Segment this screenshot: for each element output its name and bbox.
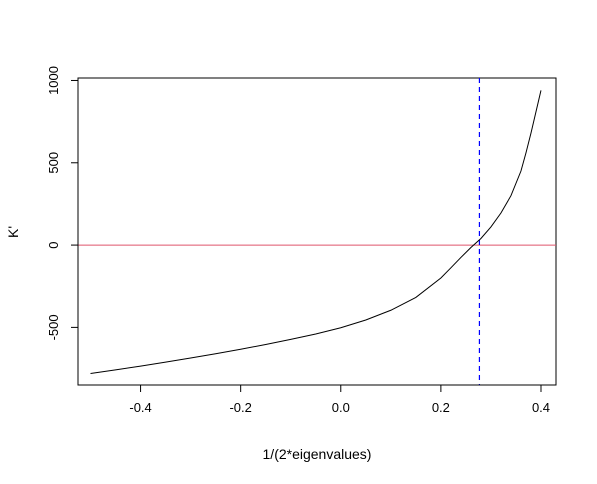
y-tick-label: -500 [46, 314, 61, 340]
y-axis-label: K' [5, 226, 21, 238]
x-tick-label: 0.0 [332, 400, 350, 415]
plot-frame [77, 77, 557, 386]
x-tick-label: 0.2 [432, 400, 450, 415]
y-tick-label: 0 [46, 241, 61, 248]
x-tick-label: 0.4 [532, 400, 550, 415]
x-tick-label: -0.2 [229, 400, 251, 415]
x-axis: -0.4 -0.2 0.0 0.2 0.4 [129, 384, 550, 415]
y-tick-label: 1000 [46, 66, 61, 95]
reference-lines [78, 78, 556, 385]
y-axis: -500 0 500 1000 [46, 66, 79, 340]
x-tick-label: -0.4 [129, 400, 151, 415]
y-tick-label: 500 [46, 152, 61, 174]
x-axis-label: 1/(2*eigenvalues) [263, 446, 372, 462]
series-layer [90, 90, 542, 374]
series-line-0 [90, 90, 542, 374]
